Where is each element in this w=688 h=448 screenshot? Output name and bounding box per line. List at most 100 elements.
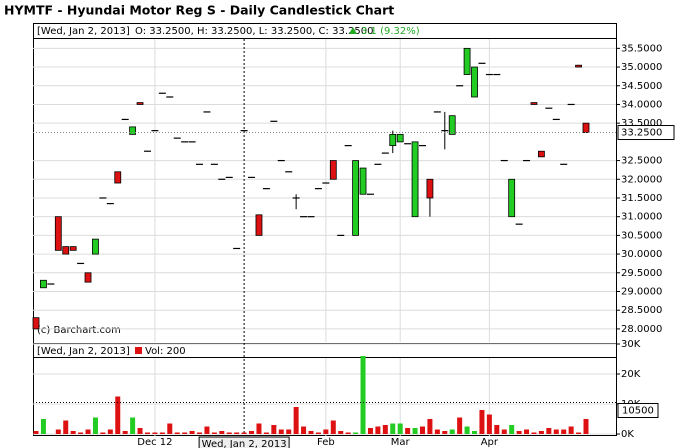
candle-body (32, 317, 40, 330)
volume-bar (434, 429, 440, 434)
volume-bar (375, 426, 381, 434)
volume-bar (249, 431, 255, 434)
volume-bar (92, 417, 98, 434)
volume-bar (338, 431, 344, 434)
volume-bar (301, 426, 307, 434)
candle-body (40, 279, 47, 289)
candle-body (359, 167, 367, 195)
volume-bar (152, 432, 158, 434)
volume-bar (137, 428, 143, 434)
volume-bar (531, 432, 537, 434)
y-tick-label: 35.5000 (621, 43, 662, 54)
volume-bar (100, 432, 106, 434)
volume-bar (449, 429, 455, 434)
volume-bar (353, 432, 359, 434)
y-tick-label: 32.0000 (621, 174, 662, 185)
volume-bar (174, 432, 180, 434)
volume-bar (524, 429, 530, 434)
y-tick-label: 33.5000 (621, 118, 662, 129)
candle-body (508, 178, 516, 218)
volume-bar (70, 431, 76, 434)
volume-bar (189, 431, 195, 434)
volume-bar (382, 425, 388, 434)
copyright: (c) Barchart.com (37, 325, 121, 336)
candle-body (129, 126, 137, 135)
candle-body (471, 66, 478, 98)
x-tick-label: Dec 12 (137, 437, 172, 448)
volume-legend-swatch (135, 347, 142, 354)
volume-bar (464, 426, 470, 434)
volume-bar (568, 426, 574, 434)
volume-bar (159, 432, 165, 434)
y-tick-label: 28.0000 (621, 324, 662, 335)
volume-bar (553, 429, 559, 434)
candle-body (582, 122, 590, 133)
volume-bar (33, 431, 39, 434)
volume-marker-label: 10500 (622, 406, 654, 417)
y-tick-label: 34.0000 (621, 99, 662, 110)
volume-bar (107, 429, 113, 434)
volume-bar (182, 432, 188, 434)
y-tick-label: 30.5000 (621, 230, 662, 241)
last-price-label: 33.2500 (621, 128, 662, 139)
volume-bar (234, 432, 240, 434)
cursor-label: Wed, Jan 2, 2013 (202, 439, 287, 448)
volume-bar (55, 429, 61, 434)
candle-body (329, 160, 337, 180)
volume-marker-box (617, 403, 659, 418)
volume-bar (538, 431, 544, 434)
volume-bar (412, 428, 418, 434)
volume-bar (315, 432, 321, 434)
volume-bar (256, 423, 262, 434)
candle-body (426, 178, 434, 199)
candle-body (62, 246, 70, 255)
candle-body (114, 171, 122, 184)
y-tick-label: 31.5000 (621, 193, 662, 204)
y-tick-label: 32.5000 (621, 156, 662, 167)
volume-bar (211, 432, 217, 434)
up-arrow (349, 27, 357, 34)
volume-bar (122, 431, 128, 434)
volume-bar (494, 425, 500, 434)
candle-body (255, 214, 263, 236)
y-tick-label: 0K (621, 429, 634, 440)
volume-bar (360, 356, 366, 434)
volume-bar (442, 431, 448, 434)
volume-bar (197, 432, 203, 434)
volume-bar (419, 426, 425, 434)
candle-body (84, 272, 92, 283)
y-tick-label: 34.5000 (621, 81, 662, 92)
volume-bar (293, 407, 299, 434)
volume-bar (241, 432, 247, 434)
header-date: [Wed, Jan 2, 2013] (37, 26, 130, 37)
volume-bar (330, 420, 336, 434)
y-tick-label: 29.0000 (621, 287, 662, 298)
volume-legend: Vol: 200 (145, 346, 186, 357)
volume-bar (427, 419, 433, 434)
header-change: 3.1 (9.32%) (361, 26, 420, 37)
y-tick-label: 29.5000 (621, 268, 662, 279)
x-tick-label: Apr (481, 437, 499, 448)
last-price-box (617, 125, 675, 141)
volume-bar (271, 425, 277, 434)
volume-bar (501, 429, 507, 434)
x-tick-label: Feb (317, 437, 335, 448)
volume-bar (40, 419, 46, 434)
candle-body (463, 47, 471, 75)
y-tick-label: 30.0000 (621, 249, 662, 260)
candle-body (538, 150, 545, 158)
volume-bar (167, 423, 173, 434)
volume-bar (323, 429, 329, 434)
volume-bar (576, 432, 582, 434)
volume-bar (397, 423, 403, 434)
volume-bar (219, 431, 225, 434)
volume-bar (204, 426, 210, 434)
y-tick-label: 28.5000 (621, 305, 662, 316)
volume-bar (263, 432, 269, 434)
volume-bar (583, 419, 589, 434)
x-tick-label: Mar (391, 437, 411, 448)
volume-bar (63, 420, 69, 434)
candle-body (575, 64, 582, 68)
y-tick-label: 31.0000 (621, 212, 662, 223)
